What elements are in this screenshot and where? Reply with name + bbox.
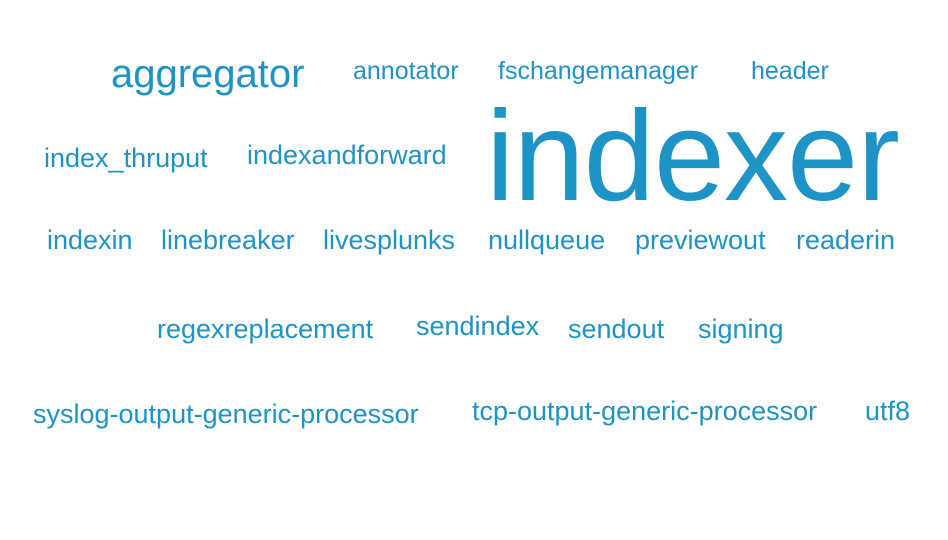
word-livesplunks[interactable]: livesplunks	[323, 225, 456, 255]
word-indexer[interactable]: indexer	[486, 85, 900, 228]
word-previewout[interactable]: previewout	[635, 225, 766, 255]
word-indexin[interactable]: indexin	[47, 225, 133, 255]
word-sendout[interactable]: sendout	[568, 314, 665, 344]
word-header[interactable]: header	[751, 57, 829, 85]
word-aggregator[interactable]: aggregator	[111, 52, 305, 96]
word-indexandforward[interactable]: indexandforward	[247, 140, 447, 170]
word-index-thruput[interactable]: index_thruput	[44, 143, 208, 173]
word-sendindex[interactable]: sendindex	[416, 311, 540, 341]
word-tcp-output-generic-processor[interactable]: tcp-output-generic-processor	[472, 396, 818, 426]
word-signing[interactable]: signing	[698, 314, 784, 344]
word-fschangemanager[interactable]: fschangemanager	[498, 57, 699, 85]
word-annotator[interactable]: annotator	[353, 57, 459, 85]
word-syslog-output-generic-processor[interactable]: syslog-output-generic-processor	[33, 399, 419, 429]
word-regexreplacement[interactable]: regexreplacement	[157, 314, 374, 344]
word-nullqueue[interactable]: nullqueue	[488, 225, 606, 255]
word-linebreaker[interactable]: linebreaker	[161, 225, 295, 255]
word-readerin[interactable]: readerin	[796, 225, 896, 255]
word-utf8[interactable]: utf8	[865, 396, 911, 426]
